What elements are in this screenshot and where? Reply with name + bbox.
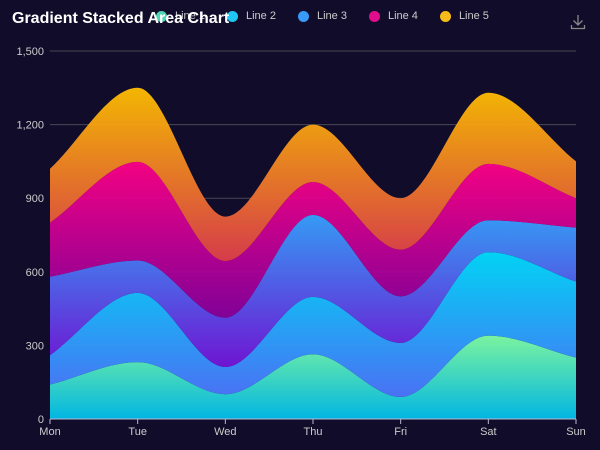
area-series-3[interactable] [50,214,576,367]
legend-label: Line 3 [316,10,347,22]
y-tick-label: 1,200 [16,120,44,132]
x-tick-label: Thu [304,426,323,438]
x-tick-label: Fri [394,426,407,438]
legend-label: Line 5 [458,10,489,22]
legend-label: Line 1 [175,10,205,22]
y-tick-label: 300 [26,340,44,352]
x-tick-label: Tue [128,426,147,438]
area-series-4[interactable] [50,161,576,318]
x-tick-label: Wed [214,426,236,438]
legend-label: Line 2 [245,10,276,22]
x-tick-label: Mon [39,426,60,438]
legend-item-line-2[interactable]: Line 2 [226,10,276,22]
y-tick-label: 0 [38,414,44,426]
legend-item-line-5[interactable]: Line 5 [439,10,489,22]
area-series-2[interactable] [50,252,576,397]
chart-title: Gradient Stacked Area Chart [12,10,230,27]
legend-marker [297,10,309,22]
legend-marker [439,10,451,22]
download-icon[interactable] [570,14,586,30]
area-series-5[interactable] [50,87,576,262]
legend-label: Line 4 [387,10,418,22]
x-tick-label: Sun [566,426,586,438]
y-tick-label: 1,500 [16,46,44,58]
y-tick-label: 600 [26,267,44,279]
legend-marker [156,10,167,22]
legend-item-line-3[interactable]: Line 3 [297,10,347,22]
area-series-1[interactable] [50,335,576,419]
legend-marker [226,10,238,22]
legend-item-line-4[interactable]: Line 4 [368,10,418,22]
legend-item-line-1[interactable]: Line 1 [156,10,205,22]
legend: Line 1 Line 2 Line 3 Line 4 Line 5 [156,10,489,22]
legend-marker [368,10,380,22]
y-tick-label: 900 [26,193,44,205]
x-tick-label: Sat [480,426,497,438]
